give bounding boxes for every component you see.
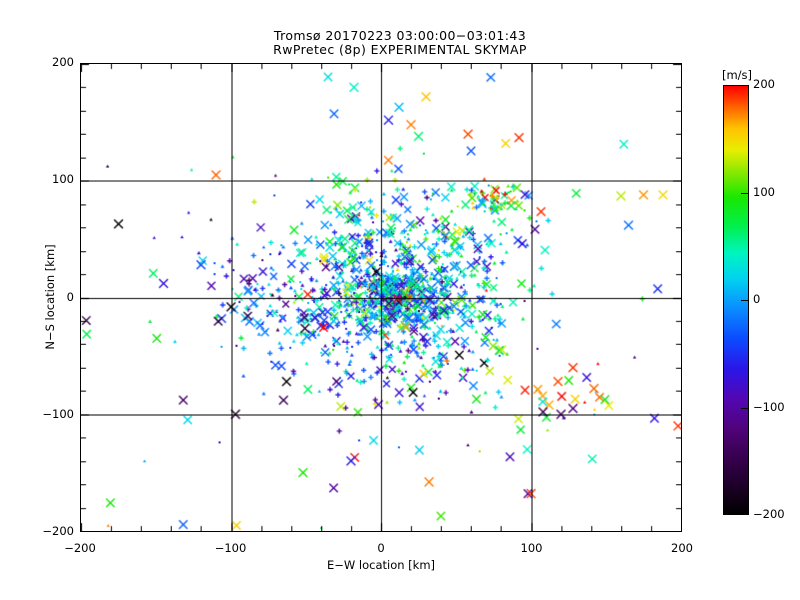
scatter-points-layer	[81, 64, 681, 531]
y-tick-label: 0	[66, 289, 74, 304]
x-tick-label: 0	[377, 541, 385, 555]
colorbar-tick-label: −100	[753, 399, 785, 414]
x-axis-label: E−W location [km]	[326, 558, 436, 572]
x-tick-label: −200	[64, 541, 96, 555]
colorbar-title: [m/s]	[721, 68, 753, 82]
colorbar-tick-label: 100	[753, 184, 775, 199]
y-tick-label: −100	[42, 406, 74, 421]
colorbar-tick-label: −200	[753, 507, 785, 521]
colorbar-tick-mark	[741, 408, 749, 409]
y-tick-label: 200	[52, 55, 74, 69]
colorbar-tick-mark	[741, 300, 749, 301]
colorbar-tick-mark	[741, 193, 749, 194]
x-tick-label: 200	[671, 541, 693, 555]
x-tick-label: 100	[520, 541, 543, 555]
colorbar-tick-label: 0	[753, 292, 761, 306]
figure-title-line-2: RwPretec (8p) EXPERIMENTAL SKYMAP	[273, 42, 527, 57]
colorbar-tick-label: 200	[753, 77, 775, 91]
x-tick-label: −100	[214, 541, 247, 555]
y-tick-label: −200	[42, 524, 74, 538]
y-tick-label: 100	[52, 172, 74, 187]
scatter-plot-area	[80, 63, 682, 532]
figure-title-line-1: Tromsø 20170223 03:00:00−03:01:43	[273, 28, 527, 43]
y-axis-label: N−S location [km]	[43, 244, 57, 350]
